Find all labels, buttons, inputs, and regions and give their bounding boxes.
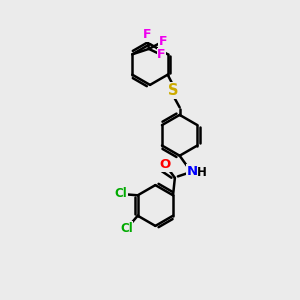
Text: O: O <box>160 158 171 171</box>
Text: F: F <box>143 28 152 41</box>
Text: N: N <box>187 165 198 178</box>
Text: Cl: Cl <box>120 222 133 235</box>
Text: S: S <box>168 83 178 98</box>
Text: Cl: Cl <box>115 187 128 200</box>
Text: F: F <box>157 48 166 62</box>
Text: F: F <box>159 35 167 48</box>
Text: H: H <box>197 166 207 179</box>
